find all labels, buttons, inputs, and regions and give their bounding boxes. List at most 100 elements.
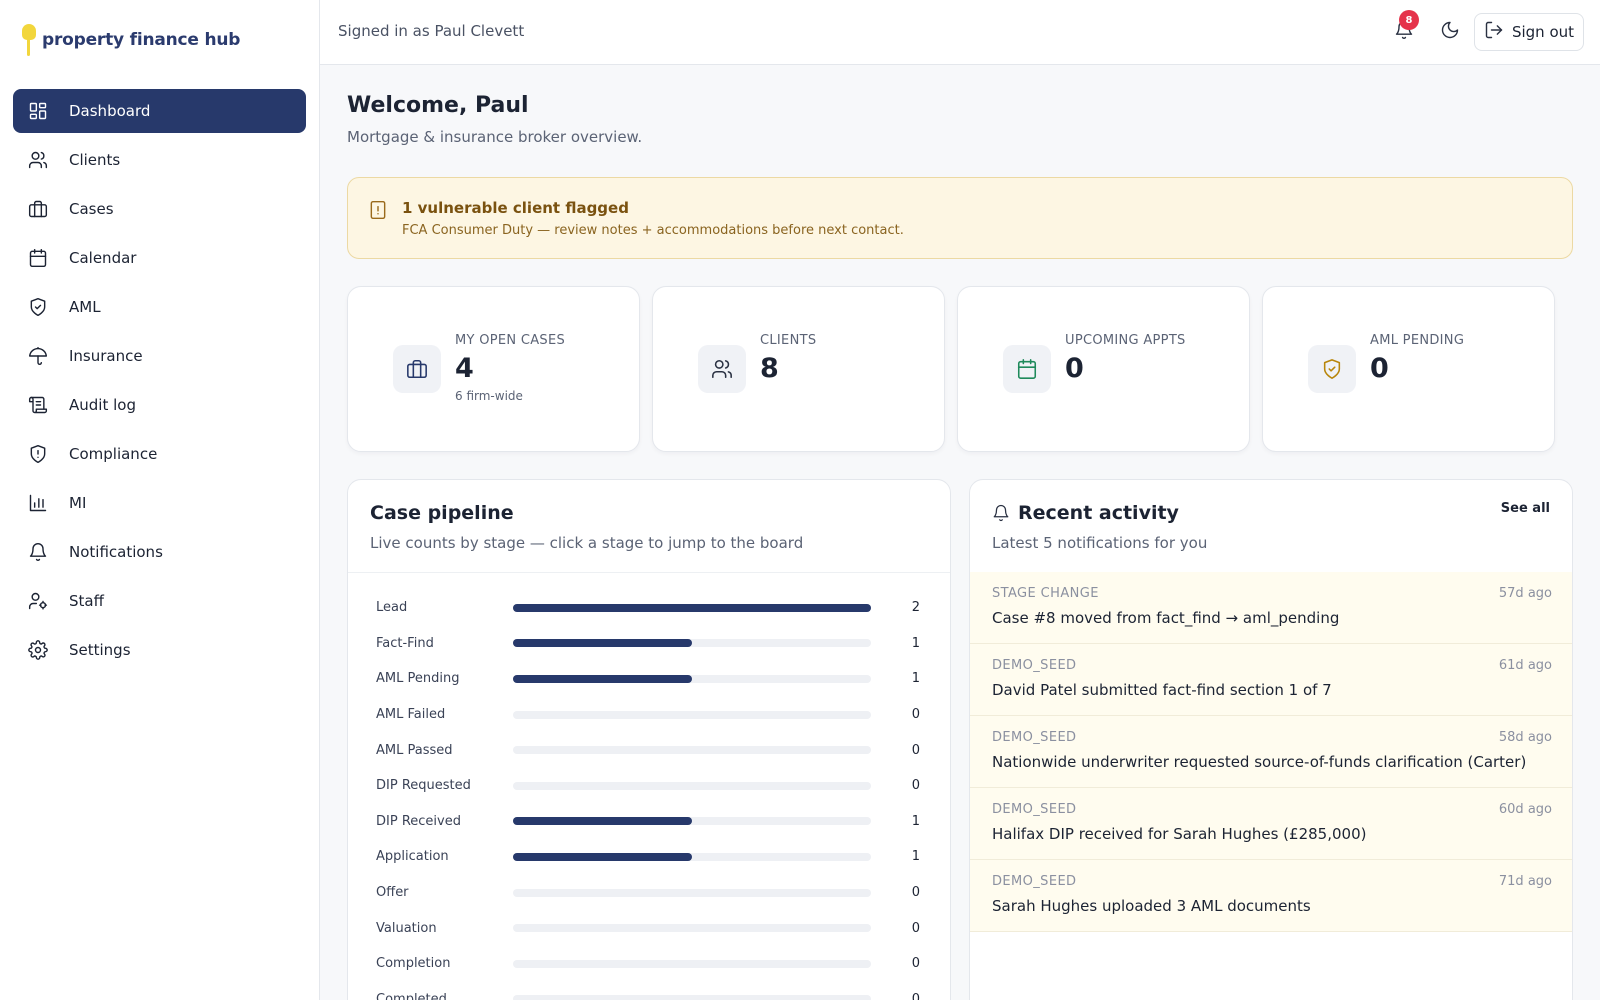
stage-label: DIP Requested [376, 778, 471, 794]
stage-bar-fill [513, 852, 692, 861]
stage-bar-track [513, 781, 871, 790]
pipeline-stage-valuation[interactable]: Valuation 0 [376, 910, 920, 946]
calendar-icon [27, 247, 49, 269]
stage-count: 1 [911, 671, 920, 687]
pipeline-stage-dip-received[interactable]: DIP Received 1 [376, 804, 920, 840]
stat-sub: 6 firm-wide [455, 389, 523, 403]
sidebar-item-aml[interactable]: AML [13, 285, 306, 329]
activity-time: 61d ago [1498, 658, 1552, 673]
shield-alert-icon [27, 443, 49, 465]
stage-bar-track [513, 603, 871, 612]
stage-bar-fill [513, 639, 692, 648]
stage-label: Application [376, 849, 449, 865]
activity-type: DEMO_SEED [992, 658, 1077, 673]
sign-out-button[interactable]: Sign out [1474, 13, 1584, 51]
pipeline-stage-aml-pending[interactable]: AML Pending 1 [376, 661, 920, 697]
sidebar-item-audit-log[interactable]: Audit log [13, 383, 306, 427]
stage-label: Completion [376, 956, 451, 972]
bell-icon [992, 504, 1010, 526]
sidebar-item-label: MI [69, 494, 87, 512]
stat-label: AML PENDING [1370, 333, 1465, 348]
umbrella-icon [27, 345, 49, 367]
sidebar-item-label: Staff [69, 592, 104, 610]
stage-label: Offer [376, 885, 409, 901]
stat-value: 0 [1370, 353, 1389, 384]
pipeline-stage-aml-passed[interactable]: AML Passed 0 [376, 732, 920, 768]
scroll-icon [27, 394, 49, 416]
stat-card-aml-pending[interactable]: AML PENDING 0 [1262, 286, 1555, 452]
stat-card-upcoming-appts[interactable]: UPCOMING APPTS 0 [957, 286, 1250, 452]
activity-time: 58d ago [1498, 730, 1552, 745]
sidebar-item-clients[interactable]: Clients [13, 138, 306, 182]
stage-bar-track [513, 924, 871, 933]
activity-item[interactable]: DEMO_SEED 61d ago David Patel submitted fa… [970, 644, 1572, 716]
vulnerable-client-alert[interactable]: 1 vulnerable client flagged FCA Consumer… [347, 177, 1573, 259]
bell-icon [27, 541, 49, 563]
activity-item[interactable]: DEMO_SEED 58d ago Nationwide underwriter r… [970, 716, 1572, 788]
activity-text: Case #8 moved from fact_find → aml_pendi… [992, 609, 1340, 627]
brand-logo[interactable]: property finance hub [20, 20, 240, 60]
pipeline-stages: Lead 2 Fact-Find 1 AML Pending 1 AML Failed 0 AM… [376, 590, 920, 1000]
stat-value: 8 [760, 353, 779, 384]
stage-bar-track [513, 746, 871, 755]
stat-card-my-open-cases[interactable]: MY OPEN CASES 4 6 firm-wide [347, 286, 640, 452]
sidebar-item-insurance[interactable]: Insurance [13, 334, 306, 378]
sidebar-item-mi[interactable]: MI [13, 481, 306, 525]
stage-count: 2 [911, 600, 920, 616]
users-icon [698, 345, 746, 393]
stage-label: AML Failed [376, 707, 446, 723]
sidebar-item-cases[interactable]: Cases [13, 187, 306, 231]
pipeline-stage-completed[interactable]: Completed 0 [376, 982, 920, 1000]
stat-label: UPCOMING APPTS [1065, 333, 1186, 348]
stage-count: 0 [911, 920, 920, 936]
stat-card-clients[interactable]: CLIENTS 8 [652, 286, 945, 452]
stage-count: 0 [911, 742, 920, 758]
sidebar-nav: Dashboard Clients Cases Calendar AML Insuranc… [13, 89, 306, 677]
alert-text: FCA Consumer Duty — review notes + accom… [402, 223, 904, 238]
activity-type: STAGE CHANGE [992, 586, 1099, 601]
activity-type: DEMO_SEED [992, 874, 1077, 889]
sidebar-item-label: Notifications [69, 543, 163, 561]
stat-label: MY OPEN CASES [455, 333, 566, 348]
stage-bar-track [513, 674, 871, 683]
sidebar-item-label: Insurance [69, 347, 143, 365]
stage-bar-fill [513, 674, 692, 683]
sidebar-item-calendar[interactable]: Calendar [13, 236, 306, 280]
stage-label: DIP Received [376, 813, 461, 829]
shield-check-icon [27, 296, 49, 318]
activity-item[interactable]: STAGE CHANGE 57d ago Case #8 moved from fa… [970, 572, 1572, 644]
dashboard-icon [27, 100, 49, 122]
sidebar-item-dashboard[interactable]: Dashboard [13, 89, 306, 133]
sidebar-item-notifications[interactable]: Notifications [13, 530, 306, 574]
pipeline-stage-application[interactable]: Application 1 [376, 839, 920, 875]
pipeline-stage-offer[interactable]: Offer 0 [376, 875, 920, 911]
activity-item[interactable]: DEMO_SEED 60d ago Halifax DIP received for… [970, 788, 1572, 860]
activity-text: David Patel submitted fact-find section … [992, 681, 1332, 699]
see-all-link[interactable]: See all [1500, 501, 1550, 516]
stage-count: 1 [911, 813, 920, 829]
briefcase-icon [27, 198, 49, 220]
pipeline-stage-fact-find[interactable]: Fact-Find 1 [376, 626, 920, 662]
sidebar-item-compliance[interactable]: Compliance [13, 432, 306, 476]
sidebar-item-staff[interactable]: Staff [13, 579, 306, 623]
stage-count: 0 [911, 885, 920, 901]
activity-text: Halifax DIP received for Sarah Hughes (£… [992, 825, 1367, 843]
pipeline-stage-aml-failed[interactable]: AML Failed 0 [376, 697, 920, 733]
main-content: Welcome, Paul Mortgage & insurance broke… [347, 65, 1574, 1000]
signed-in-label: Signed in as Paul Clevett [338, 22, 525, 40]
pipeline-stage-completion[interactable]: Completion 0 [376, 946, 920, 982]
stage-bar-track [513, 995, 871, 1000]
activity-type: DEMO_SEED [992, 802, 1077, 817]
stage-count: 0 [911, 778, 920, 794]
log-out-icon [1484, 20, 1504, 44]
activity-title: Recent activity [1018, 502, 1179, 524]
activity-item[interactable]: DEMO_SEED 71d ago Sarah Hughes uploaded 3 … [970, 860, 1572, 932]
stage-label: AML Passed [376, 742, 453, 758]
moon-icon [1440, 20, 1460, 44]
stage-label: AML Pending [376, 671, 460, 687]
pipeline-stage-lead[interactable]: Lead 2 [376, 590, 920, 626]
sidebar-item-settings[interactable]: Settings [13, 628, 306, 672]
pipeline-stage-dip-requested[interactable]: DIP Requested 0 [376, 768, 920, 804]
users-icon [27, 149, 49, 171]
theme-toggle-button[interactable] [1434, 16, 1466, 48]
